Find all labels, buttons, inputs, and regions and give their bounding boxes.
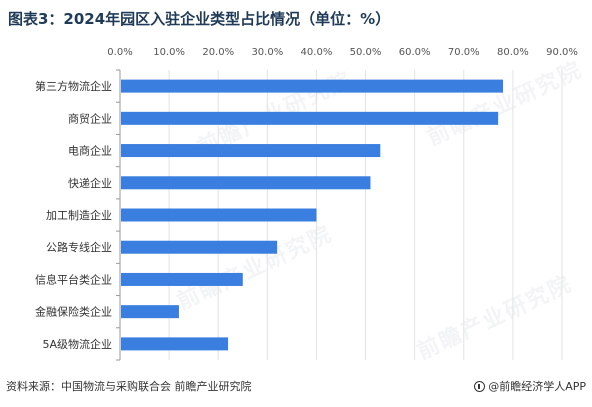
category-label: 信息平台类企业 [35, 272, 112, 286]
x-tick-label: 60.0% [399, 47, 431, 58]
category-label: 加工制造企业 [46, 208, 112, 222]
x-tick-label: 10.0% [153, 47, 185, 58]
category-label: 商贸企业 [68, 111, 112, 125]
x-tick-label: 90.0% [546, 47, 578, 58]
x-tick-label: 70.0% [448, 47, 480, 58]
category-label: 5A级物流企业 [42, 337, 112, 351]
bar [121, 144, 381, 158]
bar [121, 240, 278, 254]
category-label: 金融保险类企业 [35, 305, 112, 319]
x-tick-label: 40.0% [301, 47, 333, 58]
chart-title: 图表3：2024年园区入驻企业类型占比情况（单位：%） [8, 10, 391, 28]
brand-text: @前瞻经济学人APP [488, 380, 586, 393]
bar [121, 176, 371, 190]
category-label: 第三方物流企业 [35, 79, 112, 93]
source-note: 资料来源：中国物流与采购联合会 前瞻产业研究院 [6, 380, 252, 393]
x-tick-label: 80.0% [497, 47, 529, 58]
bar [121, 208, 317, 222]
bar [121, 337, 229, 351]
x-tick-label: 0.0% [107, 47, 132, 58]
bar [121, 111, 499, 125]
category-label: 电商企业 [68, 144, 112, 158]
category-label: 快递企业 [68, 176, 112, 190]
bar [121, 272, 243, 286]
category-label: 公路专线企业 [46, 240, 112, 254]
bar-chart: 0.0% 10.0% 20.0% 30.0% 40.0% 50.0% 60.0% 70.0% 8… [35, 47, 578, 361]
brand-credit: @前瞻经济学人APP [474, 378, 586, 394]
x-tick-label: 30.0% [251, 47, 283, 58]
bar [121, 79, 504, 93]
x-tick-label: 20.0% [202, 47, 234, 58]
bar [121, 305, 179, 319]
brand-logo-icon [474, 380, 486, 392]
x-tick-label: 50.0% [350, 47, 382, 58]
